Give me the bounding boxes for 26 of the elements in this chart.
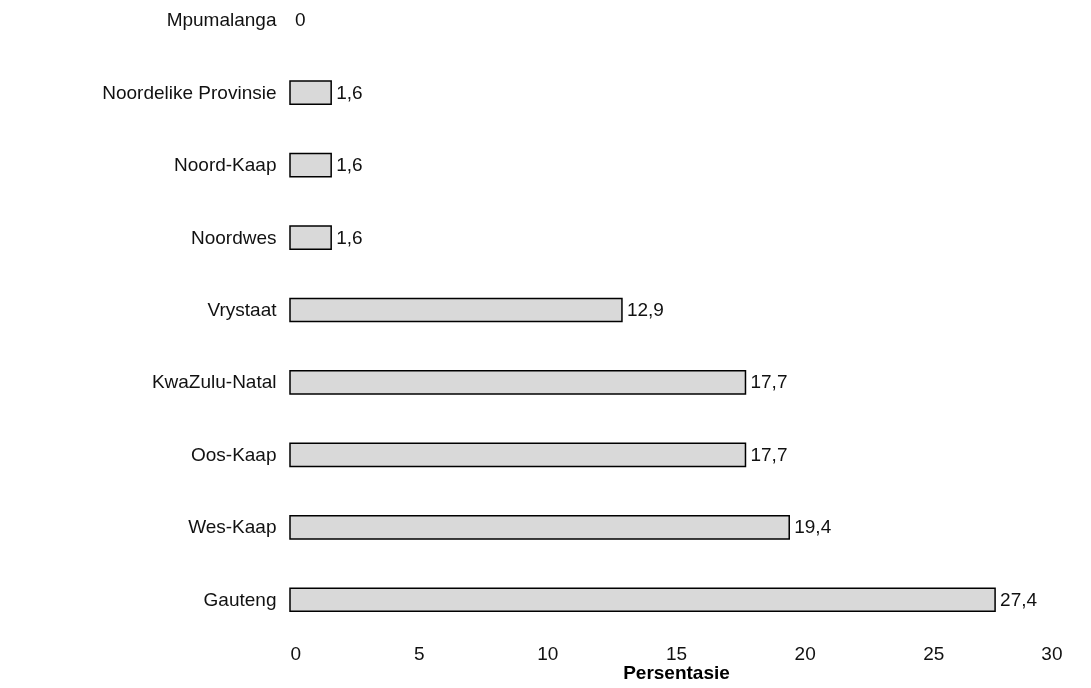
y-tick-label: Oos-Kaap	[190, 443, 277, 465]
data-label: 1,6	[336, 226, 363, 248]
data-label: 1,6	[336, 154, 363, 176]
data-label: 17,7	[750, 443, 788, 465]
y-tick-label: Mpumalanga	[166, 9, 277, 31]
data-label: 19,4	[794, 516, 832, 538]
y-tick-label: Wes-Kaap	[188, 516, 277, 538]
x-tick-label: 10	[537, 642, 559, 664]
data-label: 0	[295, 9, 306, 31]
x-tick-label: 25	[923, 642, 945, 664]
y-tick-label: Gauteng	[203, 588, 277, 610]
data-label: 1,6	[336, 81, 363, 103]
data-label: 17,7	[750, 371, 788, 393]
x-tick-label: 15	[665, 642, 688, 664]
y-tick-label: KwaZulu-Natal	[151, 371, 277, 393]
y-tick-label: Noordelike Provinsie	[102, 81, 277, 103]
y-tick-label: Noordwes	[190, 226, 277, 248]
x-axis-title: Persentasie	[623, 661, 730, 683]
y-tick-label: Noord-Kaap	[174, 154, 277, 176]
data-label: 12,9	[626, 299, 664, 320]
x-tick-label: 30	[1041, 642, 1063, 664]
x-tick-label: 0	[290, 642, 302, 664]
y-tick-label: Vrystaat	[207, 299, 278, 320]
x-tick-label: 5	[413, 642, 425, 664]
x-tick-label: 20	[794, 642, 816, 664]
data-label: 27,4	[1000, 588, 1038, 610]
